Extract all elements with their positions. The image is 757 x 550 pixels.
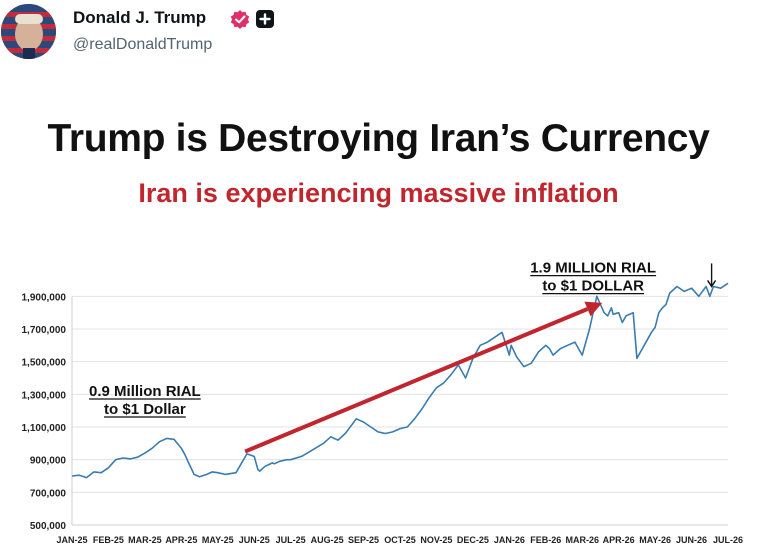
x-tick-label: SEP-25 — [348, 535, 379, 545]
x-tick-label: MAR-26 — [565, 535, 599, 545]
author-handle[interactable]: @realDonaldTrump — [73, 36, 213, 53]
start-annotation-line: 0.9 Million RIAL — [89, 383, 201, 400]
end-annotation-line: 1.9 MILLION RIAL — [530, 260, 656, 277]
verified-badge-icon — [230, 10, 250, 29]
y-tick-label: 1,500,000 — [22, 358, 67, 369]
y-tick-label: 1,300,000 — [22, 390, 67, 401]
author-name[interactable]: Donald J. Trump — [73, 8, 207, 27]
chart-title: Trump is Destroying Iran’s Currency — [47, 117, 710, 160]
x-tick-label: APR-26 — [603, 535, 635, 545]
x-tick-label: APR-25 — [165, 535, 197, 545]
y-tick-label: 900,000 — [30, 456, 67, 467]
chart-subtitle: Iran is experiencing massive inflation — [138, 178, 619, 208]
y-tick-label: 1,900,000 — [22, 292, 67, 303]
x-tick-label: JUL-26 — [713, 535, 743, 545]
x-tick-label: NOV-25 — [420, 535, 452, 545]
x-tick-label: DEC-25 — [457, 535, 489, 545]
x-tick-label: JUN-26 — [676, 535, 707, 545]
x-tick-label: JUL-25 — [276, 535, 306, 545]
y-tick-label: 500,000 — [30, 521, 67, 532]
trend-arrow-shaft — [244, 307, 589, 454]
trend-arrow-head — [584, 301, 603, 317]
x-tick-label: OCT-25 — [384, 535, 416, 545]
x-tick-label: JUN-25 — [239, 535, 270, 545]
x-tick-label: JAN-25 — [56, 535, 87, 545]
exchange-rate-line — [71, 282, 729, 479]
affiliate-plus-icon — [256, 10, 274, 28]
end-marker-arrow-head — [707, 280, 717, 288]
x-tick-label: MAR-25 — [128, 535, 162, 545]
x-tick-label: AUG-25 — [311, 535, 344, 545]
y-tick-label: 700,000 — [30, 488, 67, 499]
x-tick-label: MAY-25 — [202, 535, 234, 545]
x-tick-label: MAY-26 — [639, 535, 671, 545]
x-tick-label: FEB-25 — [93, 535, 124, 545]
start-annotation-line: to $1 Dollar — [104, 401, 186, 418]
post-header: Donald J. Trump @realDonaldTrump — [0, 0, 757, 70]
y-tick-label: 1,700,000 — [22, 325, 67, 336]
y-tick-label: 1,100,000 — [22, 423, 67, 434]
avatar[interactable] — [1, 4, 56, 59]
x-tick-label: FEB-26 — [530, 535, 561, 545]
x-tick-label: JAN-26 — [494, 535, 525, 545]
end-annotation-line: to $1 DOLLAR — [542, 278, 644, 295]
